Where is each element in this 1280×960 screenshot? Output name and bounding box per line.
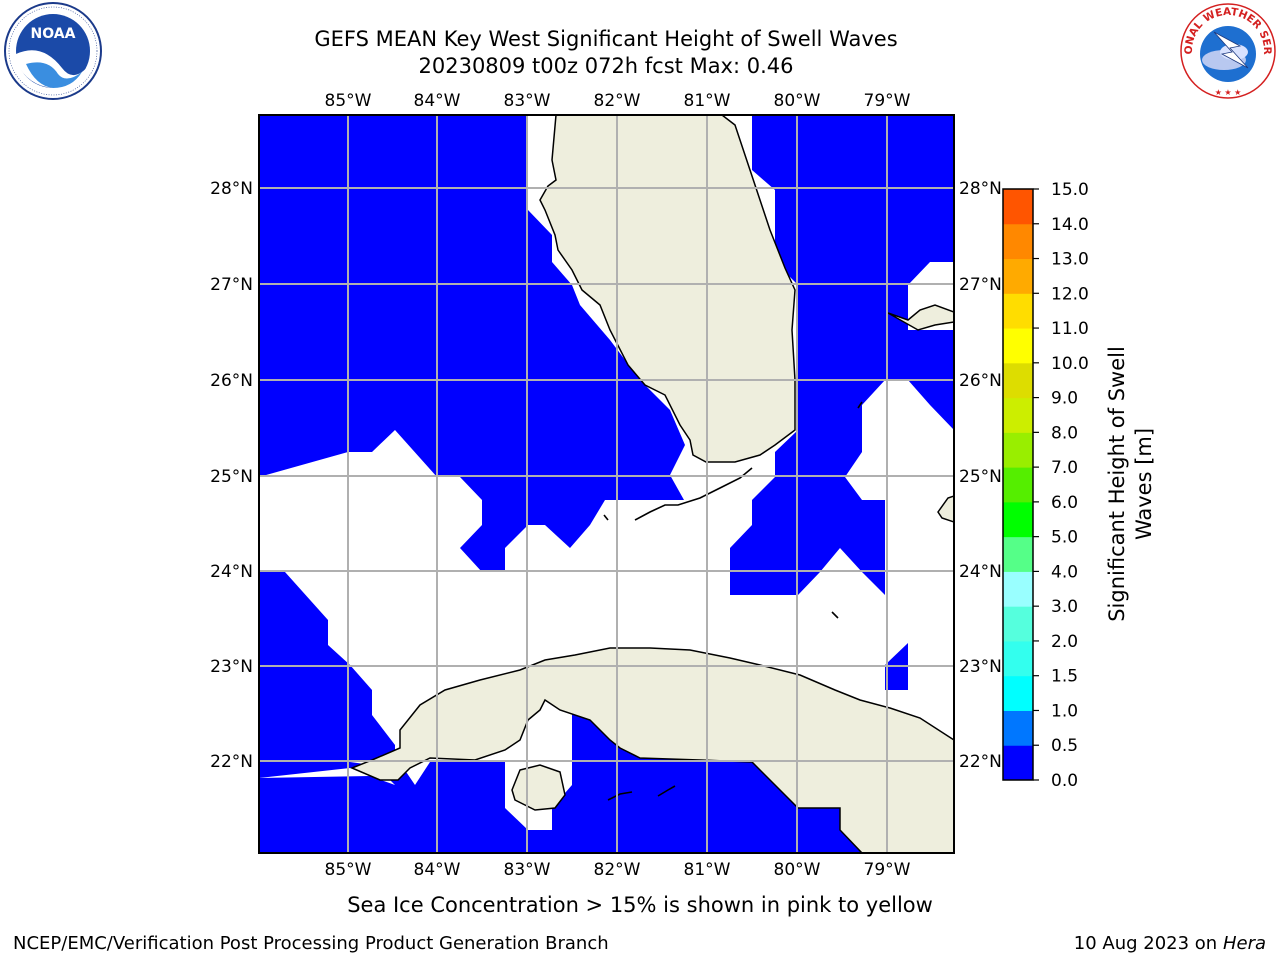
colorbar-segment	[1003, 223, 1033, 260]
colorbar-tick-label: 13.0	[1051, 250, 1089, 270]
lon-label-top: 83°W	[504, 91, 551, 111]
colorbar-tick-label: 1.0	[1051, 701, 1078, 721]
colorbar-segment	[1003, 189, 1033, 225]
map-frame	[258, 114, 955, 854]
noaa-logo: NOAA	[4, 2, 102, 100]
map-grid	[259, 115, 954, 853]
lon-label-top: 80°W	[774, 91, 821, 111]
colorbar-segment	[1003, 745, 1033, 781]
lon-label-bottom: 84°W	[414, 860, 461, 880]
lon-label-top: 81°W	[684, 91, 731, 111]
colorbar-tick-label: 11.0	[1051, 319, 1089, 339]
lat-label-left: 28°N	[210, 179, 253, 199]
colorbar-frame	[1002, 188, 1034, 781]
colorbar-segment	[1003, 293, 1033, 329]
colorbar-segment	[1003, 397, 1033, 433]
colorbar-label: Significant Height of Swell	[1105, 346, 1129, 622]
colorbar-segment	[1003, 467, 1033, 503]
colorbar-tick-label: 0.0	[1051, 771, 1078, 791]
colorbar-tick-label: 3.0	[1051, 597, 1078, 617]
sea-ice-note: Sea Ice Concentration > 15% is shown in …	[347, 893, 933, 917]
colorbar-segment	[1003, 571, 1033, 607]
lat-label-left: 24°N	[210, 562, 253, 582]
land-areas	[350, 115, 954, 853]
lon-label-top: 85°W	[325, 91, 372, 111]
lat-label-left: 26°N	[210, 371, 253, 391]
lat-label-right: 22°N	[959, 752, 1002, 772]
colorbar-tick-label: 9.0	[1051, 389, 1078, 409]
florida-land	[539, 115, 796, 463]
lon-label-bottom: 81°W	[684, 860, 731, 880]
colorbar-tick-label: 4.0	[1051, 562, 1078, 582]
lat-label-right: 27°N	[959, 275, 1002, 295]
lon-label-top: 79°W	[864, 91, 911, 111]
colorbar-segment	[1003, 536, 1033, 572]
noaa-logo-text: NOAA	[31, 26, 76, 42]
colorbar-tick-label: 6.0	[1051, 493, 1078, 513]
lat-label-left: 22°N	[210, 752, 253, 772]
lon-label-bottom: 83°W	[504, 860, 551, 880]
lon-label-bottom: 80°W	[774, 860, 821, 880]
lat-label-right: 25°N	[959, 467, 1002, 487]
lat-label-right: 24°N	[959, 562, 1002, 582]
lat-label-left: 23°N	[210, 657, 253, 677]
isla-de-la-juventud	[511, 764, 566, 811]
colorbar-segment	[1003, 432, 1033, 468]
colorbar-segment	[1003, 328, 1033, 364]
colorbar-tick-label: 8.0	[1051, 423, 1078, 443]
colorbar: 0.0 0.5 1.0 1.5 2.0 3.0 4.0 5.0 6.0 7.0 8.0 9.0 10.0…	[1002, 180, 1089, 791]
colorbar-tick-label: 2.0	[1051, 632, 1078, 652]
colorbar-tick-label: 12.0	[1051, 284, 1089, 304]
colorbar-segment	[1003, 362, 1033, 399]
footer-machine: Hera	[1222, 933, 1266, 954]
footer-date-text: 10 Aug 2023 on	[1073, 933, 1218, 954]
colorbar-segment	[1003, 640, 1033, 677]
footer-credit: NCEP/EMC/Verification Post Processing Pr…	[13, 933, 609, 954]
colorbar-tick-label: 1.5	[1051, 667, 1078, 687]
colorbar-segment	[1003, 501, 1033, 538]
lat-label-right: 26°N	[959, 371, 1002, 391]
nws-logo: NATIONAL WEATHER SERVICE ★ ★ ★	[1178, 2, 1276, 99]
colorbar-segment	[1003, 258, 1033, 294]
lat-label-left: 25°N	[210, 467, 253, 487]
lon-label-bottom: 79°W	[864, 860, 911, 880]
bahamas-land	[887, 304, 954, 331]
lon-label-top: 82°W	[594, 91, 641, 111]
lat-label-left: 27°N	[210, 275, 253, 295]
colorbar-segment	[1003, 675, 1033, 711]
lat-label-right: 28°N	[959, 179, 1002, 199]
lat-label-right: 23°N	[959, 657, 1002, 677]
map-subtitle: 20230809 t00z 072h fcst Max: 0.46	[418, 54, 794, 78]
swell-field	[259, 115, 954, 853]
colorbar-tick-label: 5.0	[1051, 528, 1078, 548]
lon-label-bottom: 85°W	[325, 860, 372, 880]
lon-label-top: 84°W	[414, 91, 461, 111]
colorbar-tick-label: 7.0	[1051, 458, 1078, 478]
colorbar-tick-label: 10.0	[1051, 354, 1089, 374]
colorbar-tick-label: 15.0	[1051, 180, 1089, 200]
lon-label-bottom: 82°W	[594, 860, 641, 880]
svg-text:★ ★ ★: ★ ★ ★	[1215, 88, 1242, 97]
colorbar-label-cont: Waves [m]	[1132, 428, 1156, 540]
footer-date: 10 Aug 2023 on Hera	[1074, 933, 1266, 954]
colorbar-segment	[1003, 710, 1033, 746]
colorbar-segment	[1003, 606, 1033, 642]
map-title: GEFS MEAN Key West Significant Height of…	[314, 27, 898, 51]
colorbar-tick-label: 0.5	[1051, 736, 1078, 756]
small-islands	[603, 401, 863, 801]
colorbar-tick-label: 14.0	[1051, 215, 1089, 235]
